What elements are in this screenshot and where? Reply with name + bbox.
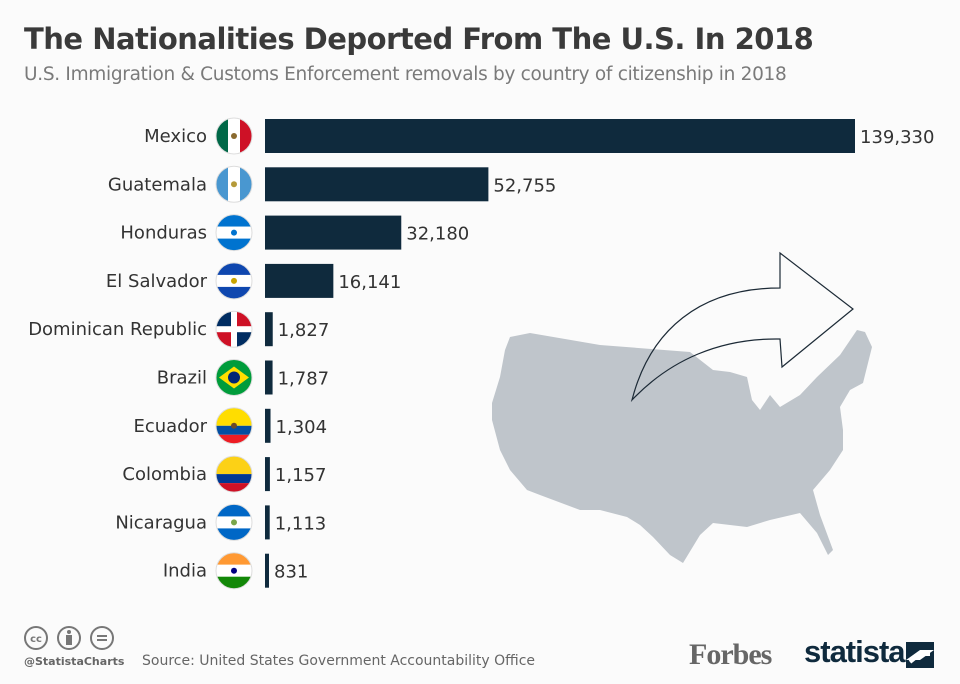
bar xyxy=(265,505,270,540)
value-label: 52,755 xyxy=(493,175,556,196)
category-label: El Salvador xyxy=(106,271,208,292)
category-label: Guatemala xyxy=(108,174,207,195)
flag-icon xyxy=(215,503,253,541)
cc-license-icons: cc xyxy=(24,625,119,655)
bar xyxy=(265,167,489,202)
value-label: 1,304 xyxy=(276,417,328,438)
statista-logo-icon xyxy=(906,642,934,668)
value-label: 1,787 xyxy=(278,369,330,390)
arrow-icon xyxy=(630,251,854,403)
flag-icon xyxy=(215,407,253,445)
flag-icon xyxy=(215,262,253,300)
flag-icon xyxy=(215,552,253,590)
bar xyxy=(265,119,855,153)
bar xyxy=(265,553,269,588)
chart-subtitle: U.S. Immigration & Customs Enforcement r… xyxy=(24,64,787,85)
flag-icon xyxy=(215,117,253,155)
bar xyxy=(265,215,402,250)
flag-icon xyxy=(215,359,253,396)
flag-icon xyxy=(215,214,253,252)
value-label: 139,330 xyxy=(860,127,934,148)
category-label: India xyxy=(163,561,207,582)
statista-logo: statista xyxy=(804,634,906,669)
category-label: Nicaragua xyxy=(115,512,207,533)
value-label: 831 xyxy=(274,562,308,583)
svg-text:cc: cc xyxy=(30,634,42,645)
bar xyxy=(265,360,273,395)
statista-handle: @StatistaCharts xyxy=(24,655,125,668)
value-label: 1,827 xyxy=(278,320,330,341)
value-label: 16,141 xyxy=(338,272,401,293)
bar xyxy=(265,263,334,298)
category-label: Dominican Republic xyxy=(28,319,207,340)
chart-title: The Nationalities Deported From The U.S.… xyxy=(24,22,814,56)
flag-icon xyxy=(215,310,253,348)
bar xyxy=(265,408,271,443)
category-label: Brazil xyxy=(157,368,207,389)
us-map xyxy=(492,330,872,563)
category-label: Ecuador xyxy=(133,416,207,437)
bar xyxy=(265,457,270,492)
value-label: 32,180 xyxy=(406,224,469,245)
bar xyxy=(265,312,273,347)
flag-icon xyxy=(215,165,253,203)
category-label: Mexico xyxy=(144,126,207,147)
category-label: Colombia xyxy=(122,464,207,485)
flag-icon xyxy=(215,455,253,493)
value-label: 1,157 xyxy=(275,465,327,486)
category-label: Honduras xyxy=(120,223,207,244)
source-note: Source: United States Government Account… xyxy=(142,653,536,669)
value-label: 1,113 xyxy=(275,513,327,534)
forbes-logo: Forbes xyxy=(689,638,772,671)
